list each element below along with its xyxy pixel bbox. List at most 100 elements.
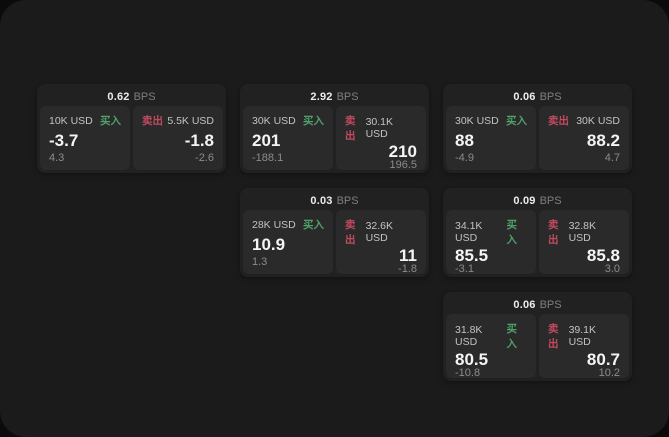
buy-size: 31.8K USD [455,324,483,348]
card-header: 0.09 BPS [446,191,629,210]
quote-card: 0.06 BPS 30K USD 买入 88 -4.9 卖出 30K USD 8… [443,84,632,173]
sell-size: 32.6K USD [365,220,394,244]
quotes-grid: 0.62 BPS 10K USD 买入 -3.7 4.3 卖出 5.5K USD… [37,84,632,381]
sell-sub-value: 4.7 [604,152,620,164]
sell-panel[interactable]: 卖出 32.8K USD 85.8 3.0 [539,210,629,275]
buy-sub-value: -10.8 [455,367,481,379]
sell-panel-header: 卖出 39.1K USD [548,321,620,351]
buy-side-label: 买入 [506,323,517,350]
sell-panel-header: 卖出 30K USD [548,113,620,128]
bps-unit-label: BPS [133,90,156,103]
card-header: 0.03 BPS [243,191,426,210]
quote-card: 0.03 BPS 28K USD 买入 10.9 1.3 卖出 32.6K US… [240,188,429,277]
quote-card: 0.06 BPS 31.8K USD 买入 80.5 -10.8 卖出 39.1… [443,292,632,381]
sell-sub-value: 3.0 [604,263,620,275]
sell-sub-value: 10.2 [598,367,620,379]
sell-price: -1.8 [184,131,214,150]
quote-card: 0.09 BPS 34.1K USD 买入 85.5 -3.1 卖出 32.8K… [443,188,632,277]
buy-panel-header: 30K USD 买入 [252,113,324,128]
sell-price: 80.7 [586,350,620,369]
sell-panel[interactable]: 卖出 5.5K USD -1.8 -2.6 [133,106,223,170]
sell-sub-value: -1.8 [398,263,417,275]
card-body: 10K USD 买入 -3.7 4.3 卖出 5.5K USD -1.8 -2.… [40,106,223,170]
sell-side-label: 卖出 [548,219,559,246]
sell-panel[interactable]: 卖出 39.1K USD 80.7 10.2 [539,314,629,379]
bps-unit-label: BPS [336,194,359,207]
buy-price: 201 [252,131,281,150]
sell-size: 39.1K USD [568,324,597,348]
sell-side-label: 卖出 [548,115,569,127]
sell-panel[interactable]: 卖出 30K USD 88.2 4.7 [539,106,629,170]
buy-side-label: 买入 [100,115,121,127]
quote-card: 0.62 BPS 10K USD 买入 -3.7 4.3 卖出 5.5K USD… [37,84,226,173]
buy-side-label: 买入 [303,115,324,127]
bps-value: 0.06 [513,90,536,103]
buy-panel-header: 30K USD 买入 [455,113,527,128]
buy-price: 10.9 [252,235,286,254]
sell-panel[interactable]: 卖出 32.6K USD 11 -1.8 [336,210,426,275]
buy-panel[interactable]: 34.1K USD 买入 85.5 -3.1 [446,210,536,275]
buy-panel-header: 28K USD 买入 [252,217,324,232]
buy-sub-value: 1.3 [252,256,268,268]
buy-panel[interactable]: 28K USD 买入 10.9 1.3 [243,210,333,274]
card-body: 30K USD 买入 201 -188.1 卖出 30.1K USD 210 1… [243,106,426,171]
buy-price: 85.5 [455,246,489,265]
buy-size: 30K USD [455,114,499,127]
buy-sub-value: 4.3 [49,152,65,164]
sell-size: 30.1K USD [365,116,394,140]
sell-panel-header: 卖出 32.8K USD [548,217,620,247]
buy-panel-header: 10K USD 买入 [49,113,121,128]
sell-panel[interactable]: 卖出 30.1K USD 210 196.5 [336,106,426,171]
bps-value: 0.09 [513,194,536,207]
buy-panel[interactable]: 30K USD 买入 88 -4.9 [446,106,536,170]
card-header: 2.92 BPS [243,87,426,106]
buy-panel[interactable]: 30K USD 买入 201 -188.1 [243,106,333,170]
bps-unit-label: BPS [539,194,562,207]
buy-side-label: 买入 [506,115,527,127]
sell-price: 210 [388,142,417,161]
buy-size: 10K USD [49,114,93,127]
quote-card: 2.92 BPS 30K USD 买入 201 -188.1 卖出 30.1K … [240,84,429,173]
buy-side-label: 买入 [506,219,517,246]
sell-size: 30K USD [576,114,620,127]
buy-panel-header: 31.8K USD 买入 [455,321,527,351]
sell-side-label: 卖出 [142,115,163,127]
card-body: 31.8K USD 买入 80.5 -10.8 卖出 39.1K USD 80.… [446,314,629,379]
buy-size: 30K USD [252,114,296,127]
sell-side-label: 卖出 [345,219,356,246]
buy-panel[interactable]: 10K USD 买入 -3.7 4.3 [40,106,130,170]
sell-size: 5.5K USD [167,114,214,127]
sell-panel-header: 卖出 30.1K USD [345,113,417,143]
sell-side-label: 卖出 [548,323,559,350]
bps-value: 0.06 [513,298,536,311]
sell-size: 32.8K USD [568,220,597,244]
sell-price: 85.8 [586,246,620,265]
bps-value: 2.92 [310,90,333,103]
sell-sub-value: 196.5 [389,159,417,171]
buy-side-label: 买入 [303,219,324,231]
bps-value: 0.62 [107,90,130,103]
card-header: 0.06 BPS [446,87,629,106]
sell-panel-header: 卖出 32.6K USD [345,217,417,247]
buy-size: 28K USD [252,218,296,231]
buy-panel[interactable]: 31.8K USD 买入 80.5 -10.8 [446,314,536,379]
buy-sub-value: -188.1 [252,152,284,164]
buy-price: -3.7 [49,131,79,150]
bps-unit-label: BPS [336,90,359,103]
card-header: 0.62 BPS [40,87,223,106]
buy-panel-header: 34.1K USD 买入 [455,217,527,247]
buy-sub-value: -3.1 [455,263,474,275]
card-body: 34.1K USD 买入 85.5 -3.1 卖出 32.8K USD 85.8… [446,210,629,275]
sell-price: 88.2 [586,131,620,150]
bps-unit-label: BPS [539,298,562,311]
card-body: 28K USD 买入 10.9 1.3 卖出 32.6K USD 11 -1.8 [243,210,426,275]
card-body: 30K USD 买入 88 -4.9 卖出 30K USD 88.2 4.7 [446,106,629,170]
sell-panel-header: 卖出 5.5K USD [142,113,214,128]
sell-sub-value: -2.6 [195,152,214,164]
sell-price: 11 [399,246,417,265]
bps-value: 0.03 [310,194,333,207]
sell-side-label: 卖出 [345,115,356,142]
buy-sub-value: -4.9 [455,152,474,164]
buy-price: 80.5 [455,350,489,369]
